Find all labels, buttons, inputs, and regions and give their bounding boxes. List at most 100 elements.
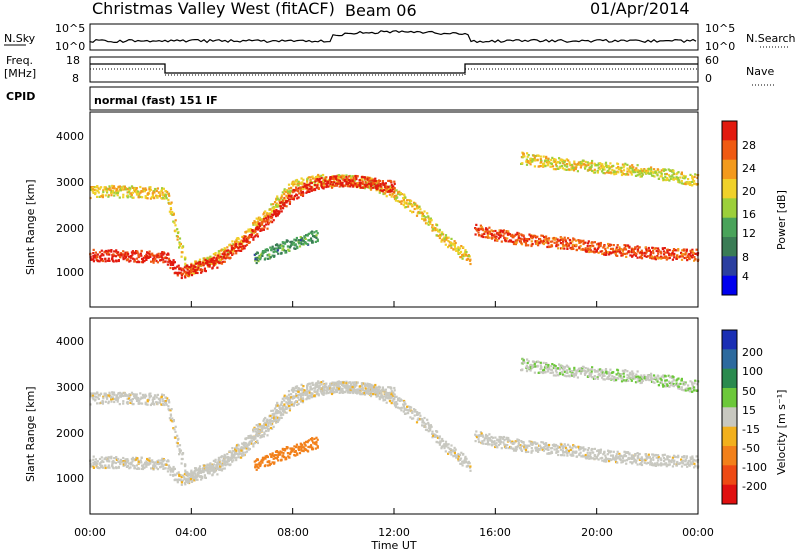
velocity-echo	[90, 393, 93, 396]
velocity-echo	[130, 398, 133, 401]
velocity-echo	[161, 393, 164, 396]
power-echo	[547, 159, 550, 162]
power-echo	[559, 238, 562, 241]
power-echo	[285, 200, 288, 203]
power-echo	[284, 190, 287, 193]
velocity-echo	[275, 404, 278, 407]
velocity-echo	[352, 390, 355, 393]
velocity-echo	[323, 385, 327, 388]
power-echo	[539, 155, 542, 158]
power-echo	[512, 242, 516, 246]
power-echo	[295, 193, 298, 196]
velocity-echo	[131, 398, 134, 401]
power-echo	[502, 234, 505, 237]
power-echo	[296, 189, 299, 192]
power-echo	[628, 245, 631, 248]
power-echo	[188, 270, 191, 273]
power-echo	[308, 188, 311, 191]
velocity-echo	[400, 406, 403, 409]
velocity-echo	[298, 398, 301, 401]
power-echo	[419, 208, 422, 211]
velocity-echo	[267, 429, 270, 432]
power-echo	[283, 196, 286, 200]
power-echo	[253, 221, 256, 224]
velocity-echo	[356, 392, 359, 395]
velocity-echo	[402, 405, 405, 408]
velocity-echo	[163, 463, 166, 466]
power-echo	[336, 182, 339, 185]
power-echo	[290, 182, 293, 185]
power-echo	[273, 201, 277, 204]
power-echo	[477, 228, 480, 232]
power-echo	[110, 194, 113, 197]
power-echo	[550, 245, 554, 248]
power-echo	[286, 245, 289, 248]
power-echo	[132, 257, 135, 260]
power-echo	[639, 251, 642, 254]
velocity-echo	[431, 432, 434, 436]
power-echo	[423, 217, 426, 220]
power-echo	[586, 161, 589, 164]
power-echo	[304, 237, 307, 240]
power-echo	[159, 193, 162, 196]
power-echo	[266, 212, 269, 215]
power-echo	[172, 220, 175, 223]
power-echo	[511, 235, 514, 238]
power-echo	[245, 230, 248, 233]
power-echo	[119, 253, 122, 256]
power-echo	[691, 184, 694, 187]
power-echo	[108, 259, 111, 262]
power-echo	[277, 252, 280, 255]
power-echo	[280, 244, 283, 247]
power-echo	[256, 256, 259, 259]
power-echo	[270, 248, 273, 251]
velocity-echo	[306, 387, 309, 390]
velocity-echo	[326, 391, 329, 394]
power-cbar-tick: 12	[742, 227, 756, 240]
velocity-echo	[118, 403, 121, 406]
velocity-echo	[165, 403, 168, 406]
power-echo	[228, 256, 231, 259]
velocity-echo	[457, 459, 460, 462]
velocity-echo	[156, 468, 159, 471]
velocity-echo	[144, 401, 147, 404]
velocity-echo	[254, 434, 257, 437]
power-echo	[662, 168, 665, 171]
power-echo	[395, 189, 398, 192]
velocity-echo	[398, 397, 401, 400]
power-echo	[349, 176, 353, 179]
power-echo	[634, 171, 637, 174]
power-echo	[251, 229, 254, 232]
velocity-echo	[502, 437, 505, 440]
power-echo	[527, 238, 530, 241]
velocity-echo	[130, 391, 134, 394]
velocity-echo	[515, 446, 518, 449]
power-echo	[138, 255, 141, 258]
power-echo	[356, 185, 359, 189]
power-echo	[245, 240, 248, 243]
power-echo	[310, 181, 313, 185]
velocity-echo	[390, 396, 393, 399]
velocity-echo	[385, 401, 388, 404]
velocity-echo	[389, 396, 392, 399]
power-echo	[530, 157, 533, 160]
power-echo	[675, 256, 678, 259]
velocity-echo	[122, 394, 125, 398]
power-echo	[411, 211, 414, 214]
power-echo	[239, 240, 242, 243]
power-echo	[281, 198, 284, 201]
power-echo	[228, 243, 231, 246]
power-echo	[373, 186, 376, 189]
power-echo	[214, 254, 217, 257]
power-echo	[664, 176, 667, 179]
velocity-echo	[162, 465, 165, 468]
velocity-echo	[206, 464, 209, 467]
velocity-echo	[463, 459, 466, 462]
power-echo	[539, 158, 542, 161]
power-echo	[181, 246, 184, 249]
power-echo	[325, 183, 328, 186]
velocity-echo	[381, 396, 384, 399]
velocity-echo	[113, 398, 116, 401]
velocity-echo	[116, 400, 119, 403]
velocity-echo	[222, 458, 225, 461]
